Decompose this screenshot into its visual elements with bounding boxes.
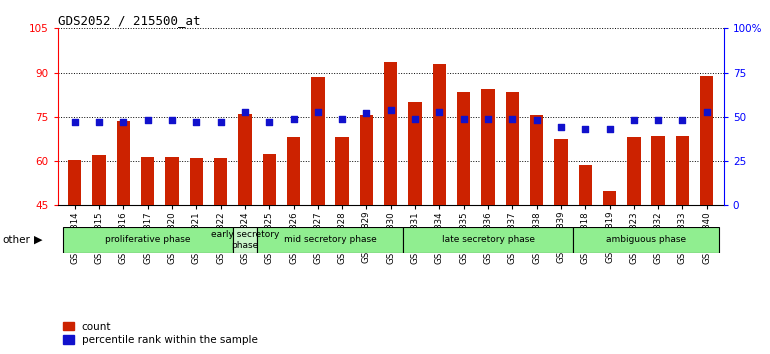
Bar <box>92 155 105 205</box>
Point <box>190 119 203 125</box>
Point <box>312 109 324 114</box>
Bar <box>166 156 179 205</box>
Bar <box>189 158 203 205</box>
Bar <box>403 227 573 253</box>
Point <box>434 109 446 114</box>
Point <box>166 118 178 123</box>
Point <box>482 116 494 121</box>
Bar <box>311 77 324 205</box>
Bar <box>573 227 719 253</box>
Point <box>506 116 518 121</box>
Bar <box>506 92 519 205</box>
Point <box>117 119 129 125</box>
Text: GDS2052 / 215500_at: GDS2052 / 215500_at <box>58 14 200 27</box>
Bar <box>554 139 567 205</box>
Text: ambiguous phase: ambiguous phase <box>606 235 686 244</box>
Point <box>676 118 688 123</box>
Bar <box>676 136 689 205</box>
Point <box>701 109 713 114</box>
Point <box>531 118 543 123</box>
Bar <box>336 137 349 205</box>
Bar <box>214 158 227 205</box>
Point <box>579 126 591 132</box>
Text: mid secretory phase: mid secretory phase <box>283 235 377 244</box>
Point <box>457 116 470 121</box>
Bar <box>628 137 641 205</box>
Point <box>385 107 397 113</box>
Point <box>336 116 348 121</box>
Point <box>628 118 640 123</box>
Point <box>604 126 616 132</box>
Legend: count, percentile rank within the sample: count, percentile rank within the sample <box>63 322 258 345</box>
Text: late secretory phase: late secretory phase <box>441 235 534 244</box>
Bar <box>578 166 592 205</box>
Bar <box>141 156 154 205</box>
Point <box>215 119 227 125</box>
Bar <box>360 115 373 205</box>
Point <box>409 116 421 121</box>
Point <box>652 118 665 123</box>
Bar <box>651 136 665 205</box>
Bar <box>68 160 82 205</box>
Bar <box>603 190 616 205</box>
Bar <box>238 114 252 205</box>
Point <box>360 110 373 116</box>
Bar <box>481 89 494 205</box>
Bar <box>457 92 470 205</box>
Text: ▶: ▶ <box>34 235 42 245</box>
Bar <box>408 102 422 205</box>
Point <box>69 119 81 125</box>
Bar <box>263 154 276 205</box>
Bar <box>257 227 403 253</box>
Text: early secretory
phase: early secretory phase <box>211 230 279 250</box>
Bar <box>117 121 130 205</box>
Point <box>263 119 276 125</box>
Bar <box>700 75 714 205</box>
Point <box>287 116 300 121</box>
Bar <box>433 64 446 205</box>
Point <box>142 118 154 123</box>
Bar <box>233 227 257 253</box>
Bar <box>62 227 233 253</box>
Bar <box>530 115 544 205</box>
Point <box>554 125 567 130</box>
Bar <box>287 137 300 205</box>
Point <box>239 109 251 114</box>
Text: proliferative phase: proliferative phase <box>105 235 190 244</box>
Point <box>93 119 105 125</box>
Bar <box>384 62 397 205</box>
Text: other: other <box>2 235 30 245</box>
